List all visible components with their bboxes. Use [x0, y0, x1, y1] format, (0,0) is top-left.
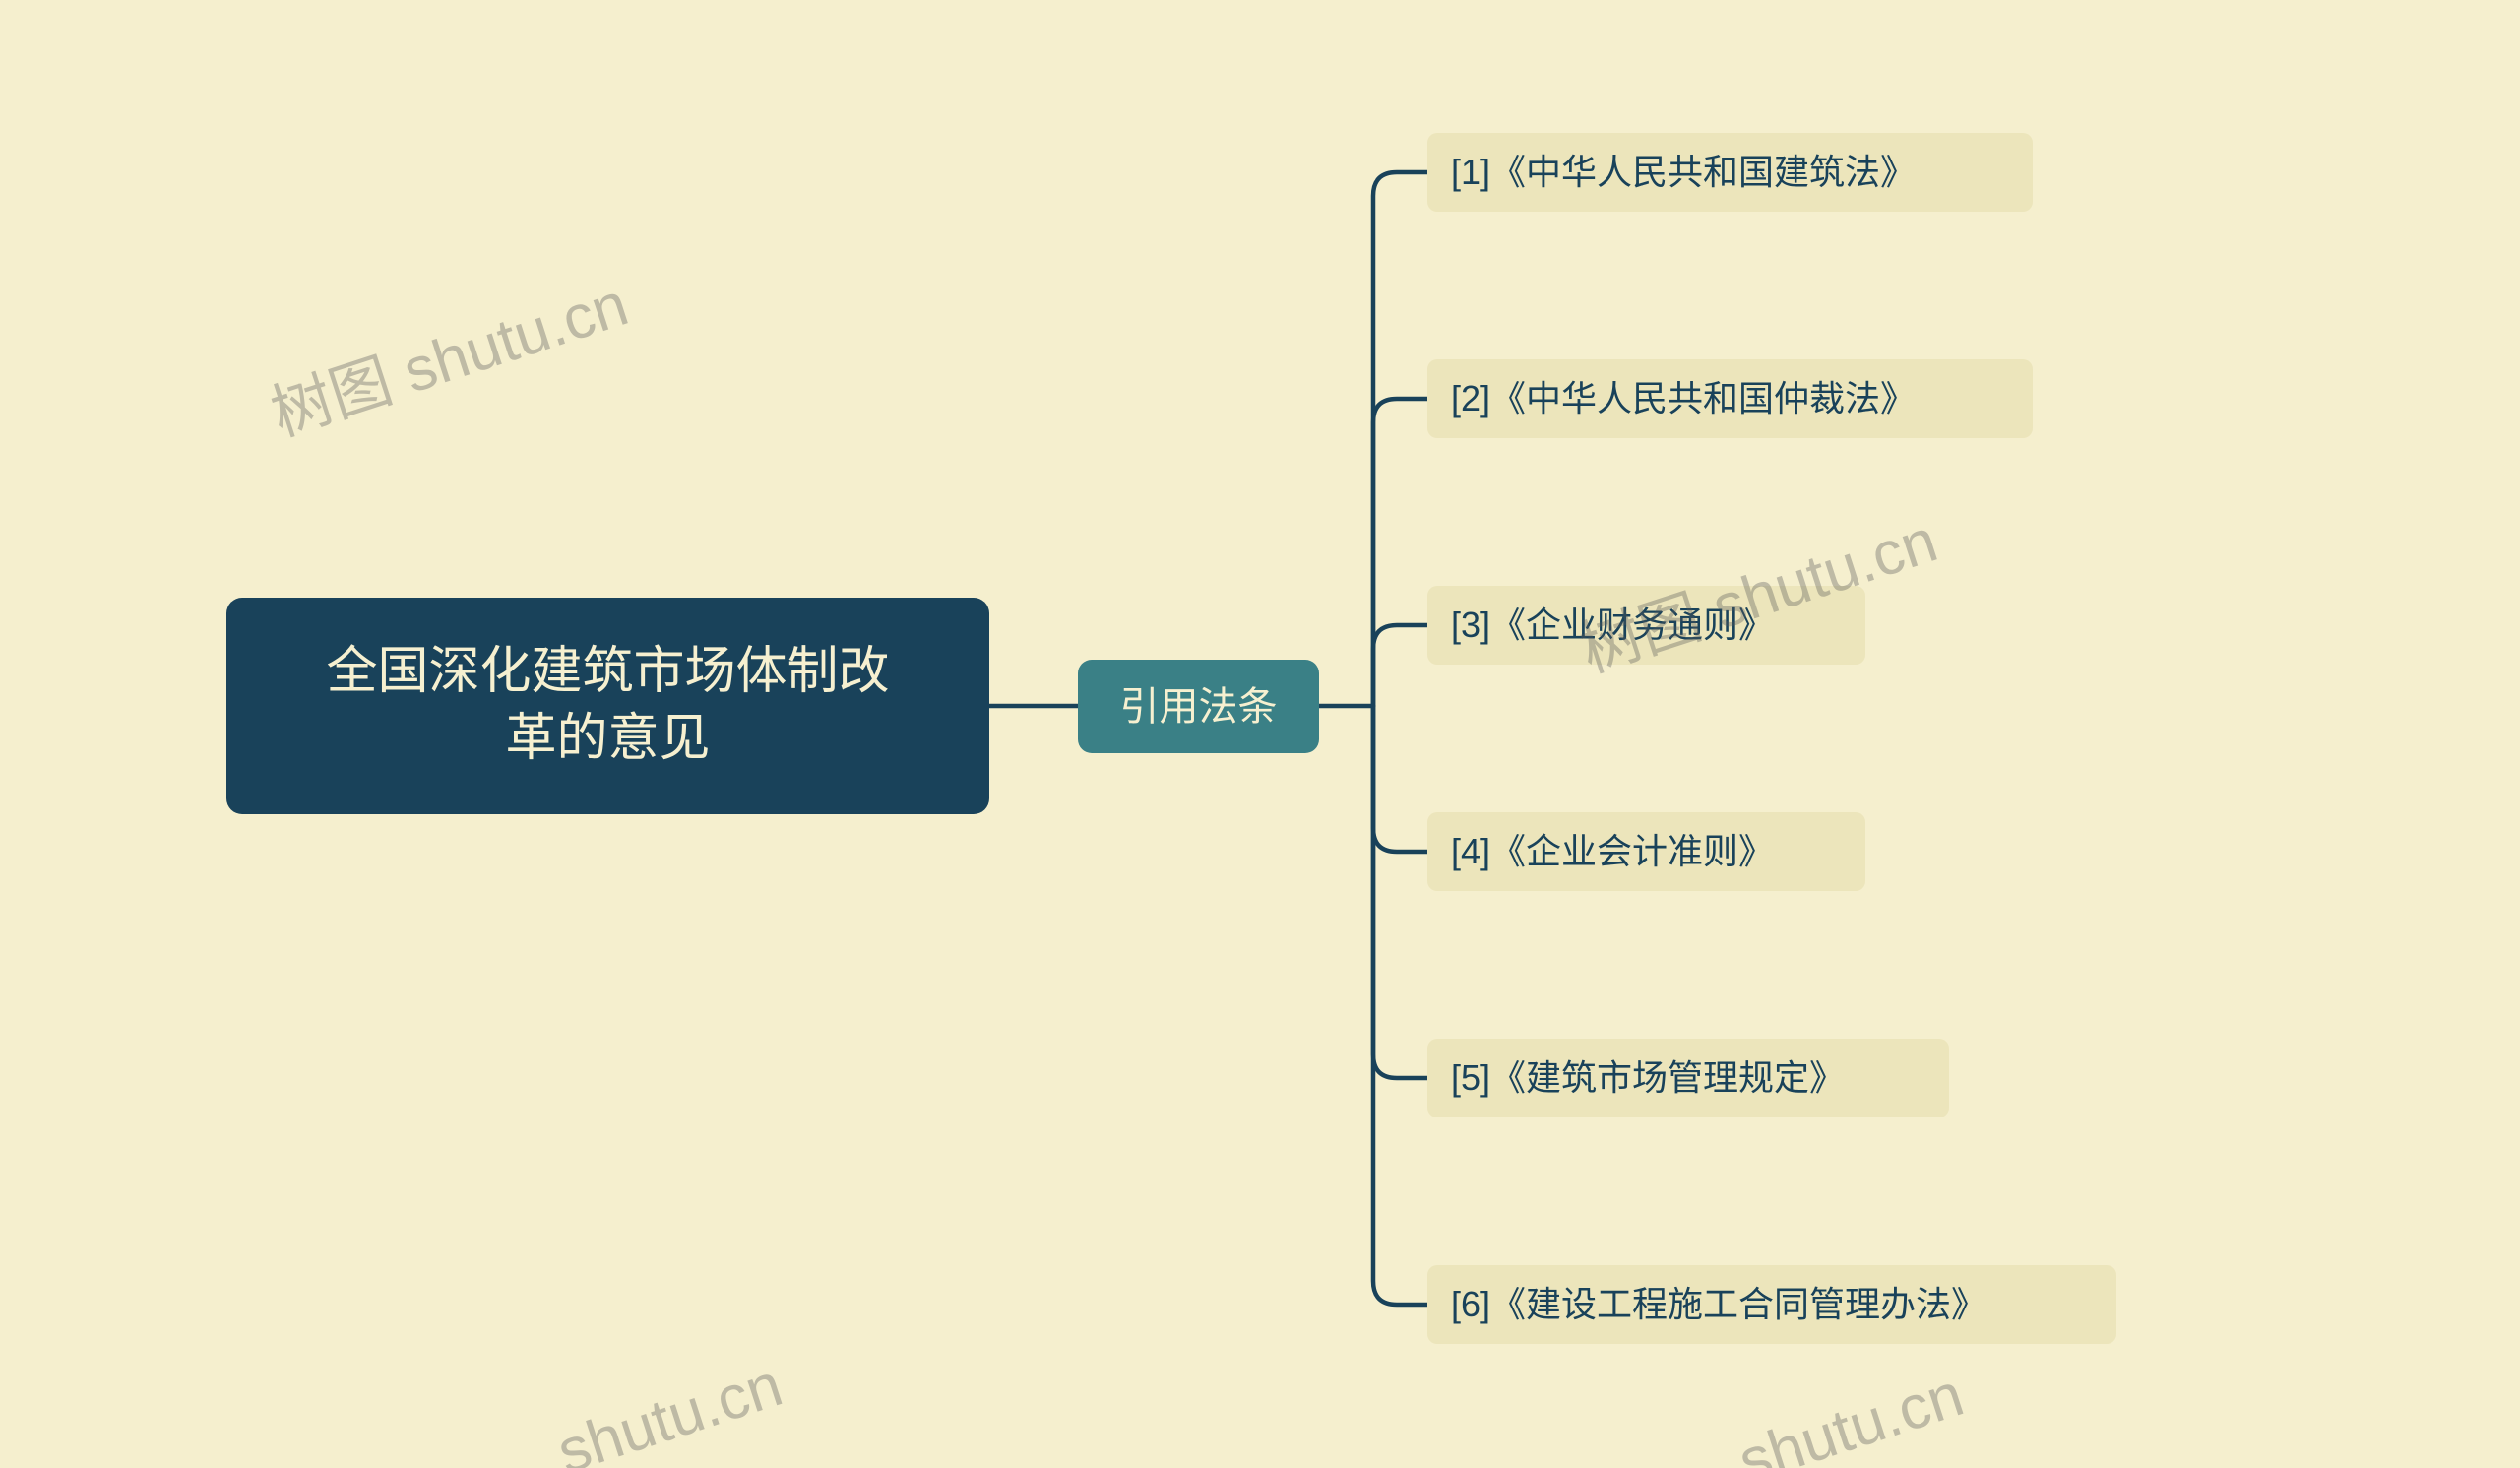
watermark: 树图 shutu.cn [258, 254, 637, 453]
watermark: shutu.cn [549, 1350, 790, 1468]
watermark: shutu.cn [1731, 1360, 1972, 1468]
branch-node[interactable]: 引用法条 [1078, 660, 1319, 753]
leaf-node-3[interactable]: [3]《企业财务通则》 [1427, 586, 1865, 665]
leaf-node-5[interactable]: [5]《建筑市场管理规定》 [1427, 1039, 1949, 1117]
root-node[interactable]: 全国深化建筑市场体制改 革的意见 [226, 598, 989, 814]
leaf-node-4[interactable]: [4]《企业会计准则》 [1427, 812, 1865, 891]
leaf-node-2[interactable]: [2]《中华人民共和国仲裁法》 [1427, 359, 2033, 438]
leaf-node-6[interactable]: [6]《建设工程施工合同管理办法》 [1427, 1265, 2116, 1344]
leaf-node-1[interactable]: [1]《中华人民共和国建筑法》 [1427, 133, 2033, 212]
mindmap-canvas: 全国深化建筑市场体制改 革的意见引用法条 [1]《中华人民共和国建筑法》 [2]《中… [0, 0, 2520, 1468]
